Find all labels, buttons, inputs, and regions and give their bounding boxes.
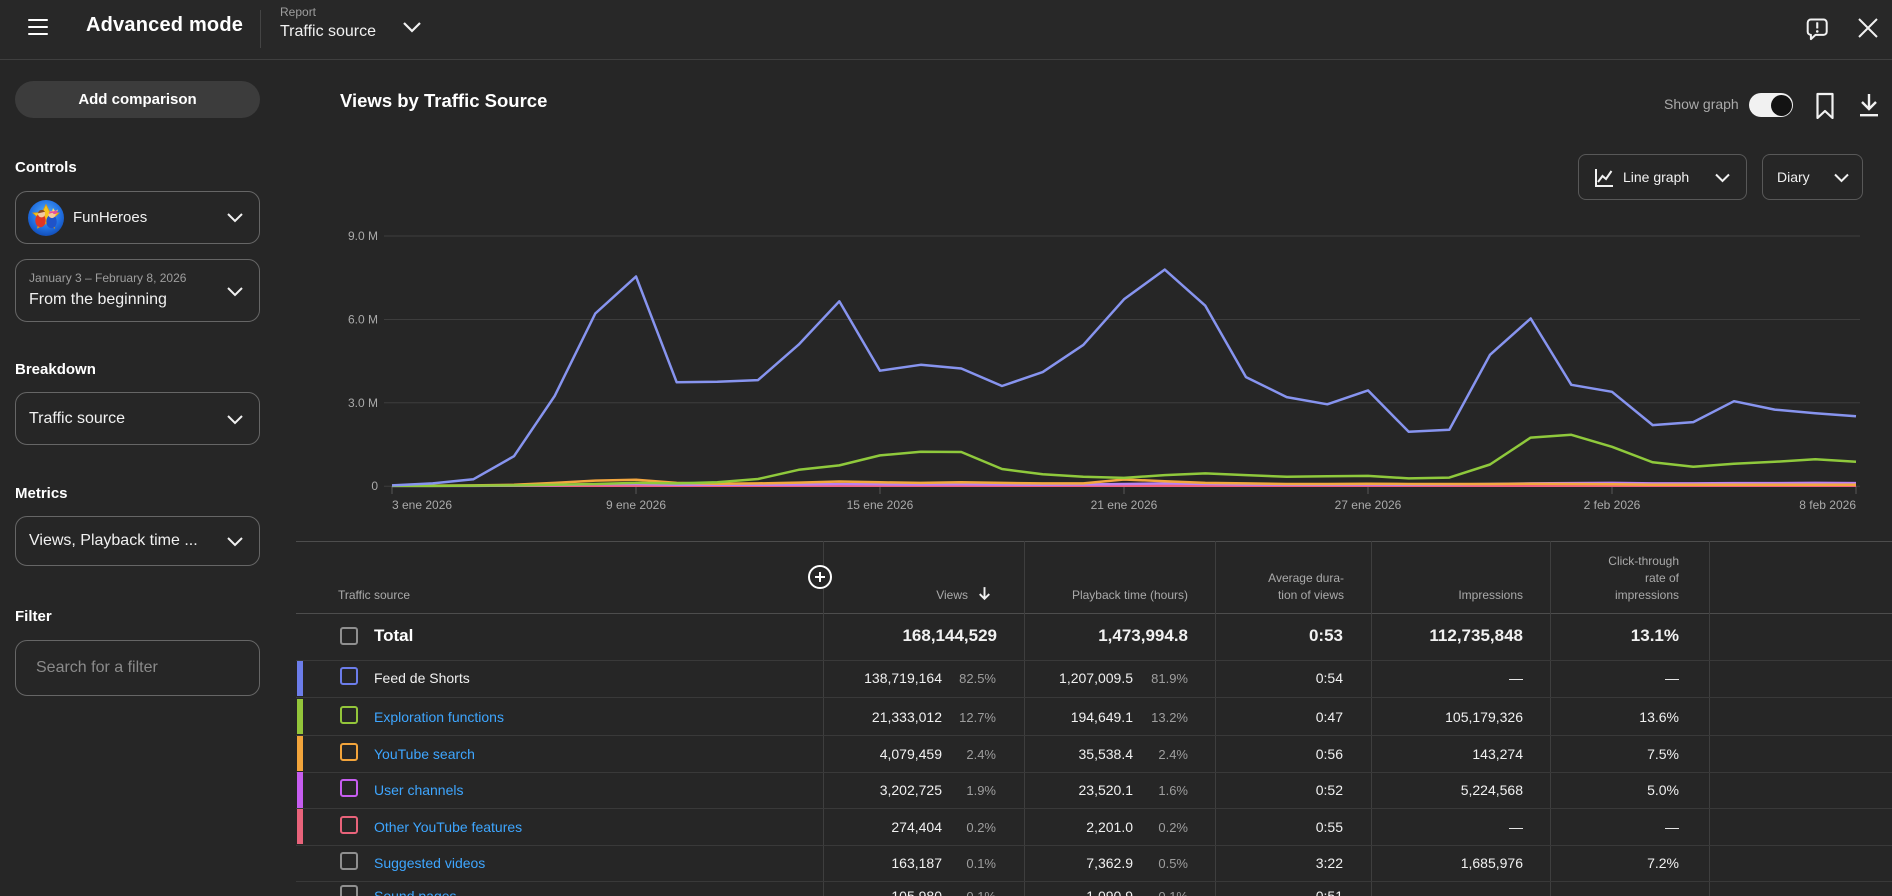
svg-text:27 ene 2026: 27 ene 2026 — [1335, 498, 1402, 512]
svg-text:8 feb 2026: 8 feb 2026 — [1799, 498, 1856, 512]
svg-text:6.0 M: 6.0 M — [348, 313, 378, 327]
svg-text:3.0 M: 3.0 M — [348, 396, 378, 410]
svg-text:9.0 M: 9.0 M — [348, 229, 378, 243]
svg-text:15 ene 2026: 15 ene 2026 — [847, 498, 914, 512]
svg-text:0: 0 — [371, 479, 378, 493]
svg-text:2 feb 2026: 2 feb 2026 — [1584, 498, 1641, 512]
svg-text:21 ene 2026: 21 ene 2026 — [1091, 498, 1158, 512]
svg-text:9 ene 2026: 9 ene 2026 — [606, 498, 666, 512]
svg-text:3 ene 2026: 3 ene 2026 — [392, 498, 452, 512]
